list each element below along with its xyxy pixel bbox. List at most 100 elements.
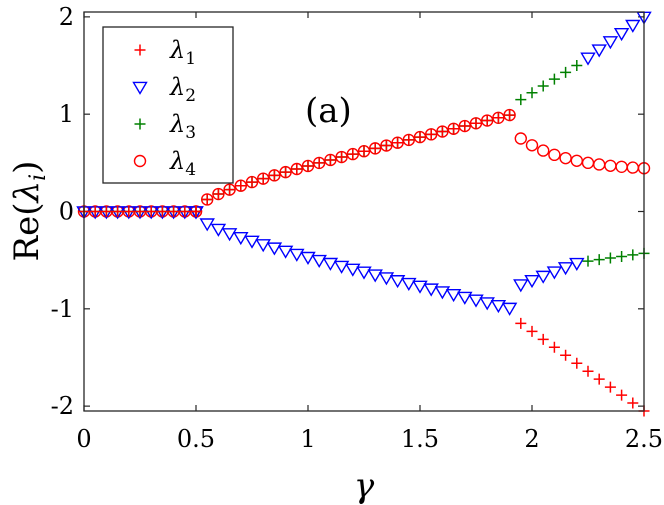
x-axis-label: γ xyxy=(354,466,375,505)
point-lambda1 xyxy=(89,206,101,217)
legend-marker-lambda4 xyxy=(133,154,147,168)
ticks: 0 0.5 1 1.5 2 2.5 -2 -1 0 1 2 xyxy=(51,3,663,453)
point-lambda3 xyxy=(548,73,560,85)
point-lambda2 xyxy=(221,228,238,242)
point-lambda1 xyxy=(537,333,549,345)
point-lambda1 xyxy=(560,349,572,361)
point-lambda2 xyxy=(490,299,507,314)
point-lambda1 xyxy=(425,128,437,140)
x-tick-label: 2.5 xyxy=(625,425,663,453)
y-axis-label-sub: i xyxy=(26,174,51,181)
y-axis-label-close: ) xyxy=(7,161,47,174)
point-lambda1 xyxy=(403,134,415,146)
point-lambda4 xyxy=(537,144,550,157)
point-lambda1 xyxy=(336,151,348,163)
point-lambda1 xyxy=(145,206,157,217)
point-lambda3 xyxy=(537,80,549,92)
point-lambda1 xyxy=(481,115,493,127)
point-lambda2 xyxy=(266,242,283,256)
point-lambda1 xyxy=(627,397,639,409)
point-lambda1 xyxy=(392,137,404,149)
panel-annotation: (a) xyxy=(305,91,352,131)
point-lambda1 xyxy=(604,381,616,393)
point-lambda2 xyxy=(434,286,451,300)
y-tick-label: 1 xyxy=(59,100,74,128)
point-lambda3 xyxy=(582,255,594,267)
point-lambda4 xyxy=(514,132,527,145)
point-lambda3 xyxy=(571,60,583,72)
point-lambda2 xyxy=(557,262,574,276)
legend-box xyxy=(102,26,234,184)
point-lambda2 xyxy=(602,36,619,50)
point-lambda2 xyxy=(569,257,585,271)
y-tick-label: -2 xyxy=(51,392,74,420)
point-lambda1 xyxy=(492,112,504,124)
point-lambda1 xyxy=(168,206,180,217)
point-lambda2 xyxy=(546,266,563,280)
point-lambda1 xyxy=(224,184,236,196)
point-lambda2 xyxy=(580,52,596,66)
point-lambda1 xyxy=(313,157,325,169)
point-lambda1 xyxy=(156,206,168,217)
point-lambda4 xyxy=(548,148,561,162)
point-lambda2 xyxy=(356,266,372,280)
point-lambda2 xyxy=(333,260,350,274)
point-lambda2 xyxy=(524,274,540,289)
point-lambda3 xyxy=(604,252,616,264)
point-lambda1 xyxy=(246,176,258,188)
x-tick-label: 1.5 xyxy=(401,425,439,453)
point-lambda1 xyxy=(369,142,381,154)
point-lambda1 xyxy=(571,357,583,369)
point-lambda1 xyxy=(100,206,112,217)
point-lambda1 xyxy=(212,188,224,200)
x-tick-label: 2 xyxy=(524,425,539,453)
point-lambda2 xyxy=(255,239,271,253)
point-lambda1 xyxy=(526,325,538,337)
y-axis-label-var: λ xyxy=(7,181,47,205)
point-lambda1 xyxy=(504,109,516,121)
point-lambda1 xyxy=(436,126,448,138)
point-lambda1 xyxy=(582,365,594,377)
point-lambda1 xyxy=(448,123,460,135)
point-lambda3 xyxy=(616,250,628,262)
legend-marker-lambda1 xyxy=(134,44,146,56)
series-lambda2 xyxy=(76,11,652,316)
point-lambda2 xyxy=(345,263,361,277)
y-axis-label: Re(λi) xyxy=(7,161,51,262)
point-lambda1 xyxy=(324,154,336,166)
point-lambda1 xyxy=(291,163,303,175)
point-lambda2 xyxy=(445,288,462,303)
point-lambda1 xyxy=(280,166,292,178)
point-lambda1 xyxy=(190,206,202,217)
point-lambda1 xyxy=(470,117,482,129)
point-lambda1 xyxy=(414,131,426,143)
y-tick-label: 2 xyxy=(59,3,74,31)
x-tick-label: 0 xyxy=(76,425,91,453)
point-lambda2 xyxy=(277,245,294,259)
point-lambda3 xyxy=(515,94,527,106)
point-lambda1 xyxy=(593,373,605,385)
series-lambda1 xyxy=(78,109,650,417)
point-lambda1 xyxy=(380,140,392,152)
point-lambda2 xyxy=(244,235,260,249)
point-lambda3 xyxy=(627,249,639,261)
point-lambda1 xyxy=(235,180,247,192)
legend-label-lambda1: λ1 xyxy=(169,36,196,69)
point-lambda3 xyxy=(593,254,605,266)
point-lambda2 xyxy=(300,251,316,265)
legend-marker-lambda2 xyxy=(132,81,148,95)
point-lambda1 xyxy=(123,206,135,217)
point-lambda1 xyxy=(134,206,146,217)
point-lambda4 xyxy=(525,139,539,152)
point-lambda3 xyxy=(526,87,538,99)
point-lambda1 xyxy=(179,206,191,217)
legend: λ1 λ2 λ3 λ4 xyxy=(102,26,234,184)
point-lambda2 xyxy=(457,291,473,305)
legend-label-lambda2: λ2 xyxy=(169,73,196,106)
point-lambda1 xyxy=(358,145,370,157)
data-points xyxy=(76,11,652,417)
point-lambda1 xyxy=(268,169,280,181)
point-lambda2 xyxy=(378,272,395,286)
legend-label-lambda3: λ3 xyxy=(169,110,196,143)
